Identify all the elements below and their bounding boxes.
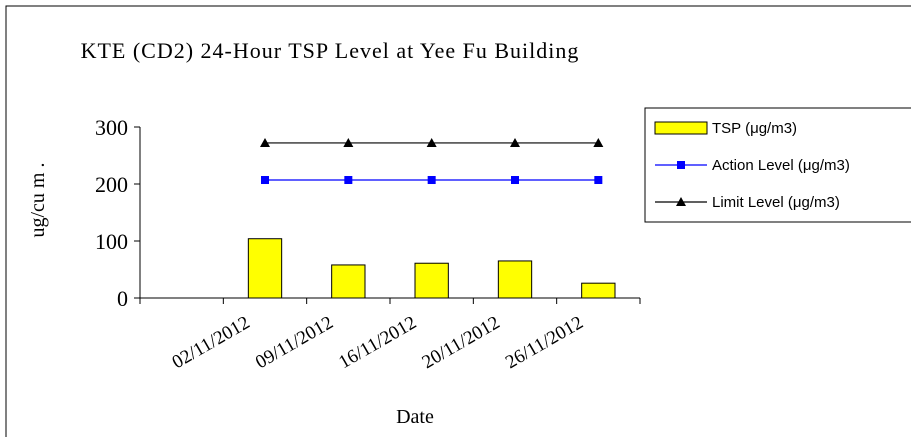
- legend-label: TSP (μg/m3): [712, 120, 797, 137]
- bar: [247, 238, 283, 299]
- y-tick-label: 100: [95, 229, 128, 254]
- line-marker: [344, 176, 353, 185]
- y-tick-label: 300: [95, 115, 128, 140]
- y-axis-label: ug/cu m .: [27, 163, 49, 238]
- y-tick-label: 200: [95, 172, 128, 197]
- x-axis-label: Date: [396, 406, 434, 428]
- line-marker: [426, 137, 437, 147]
- line-marker: [511, 176, 519, 185]
- line-marker: [510, 137, 520, 147]
- line-marker: [676, 197, 686, 206]
- bar: [581, 282, 616, 299]
- line-marker: [260, 137, 270, 147]
- line-marker: [343, 137, 354, 147]
- bar: [414, 262, 449, 299]
- bar: [497, 260, 533, 299]
- legend-label: Action Level (μg/m3): [712, 157, 850, 174]
- line-marker: [427, 176, 436, 185]
- chart-title: KTE (CD2) 24-Hour TSP Level at Yee Fu Bu…: [81, 38, 580, 63]
- bar: [331, 264, 366, 299]
- legend-label: Limit Level (μg/m3): [712, 194, 840, 211]
- line-marker: [261, 176, 269, 185]
- line-marker: [594, 176, 603, 185]
- legend-swatch: [654, 121, 708, 135]
- line-marker: [593, 137, 604, 147]
- line-marker: [677, 161, 685, 169]
- y-tick-label: 0: [117, 286, 128, 311]
